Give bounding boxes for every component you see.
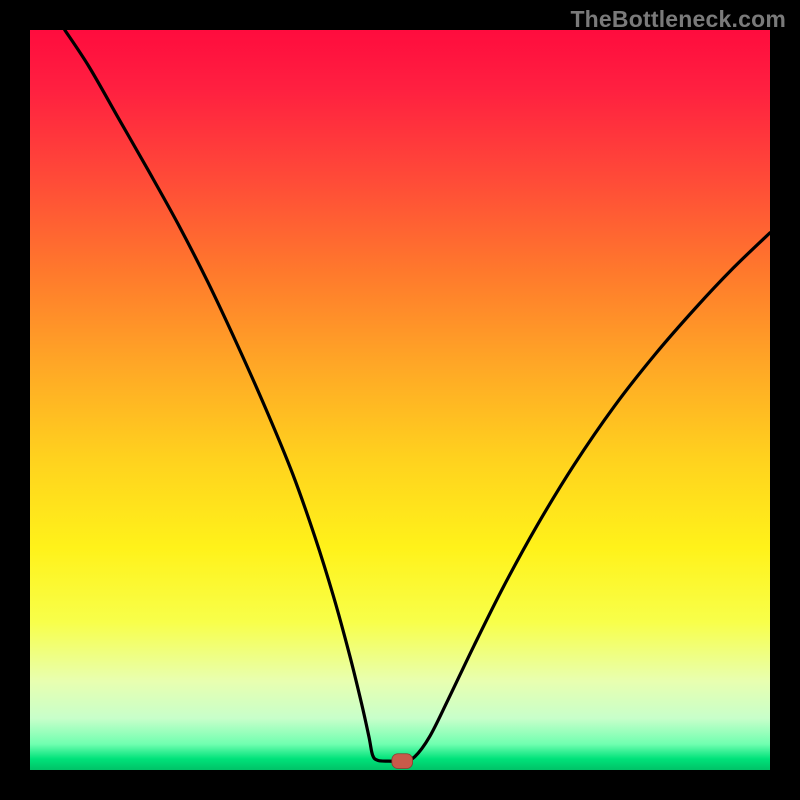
bottleneck-chart-svg xyxy=(0,0,800,800)
optimal-point-marker xyxy=(392,754,413,769)
chart-frame: TheBottleneck.com xyxy=(0,0,800,800)
watermark-text: TheBottleneck.com xyxy=(570,6,786,33)
gradient-background xyxy=(30,30,770,770)
